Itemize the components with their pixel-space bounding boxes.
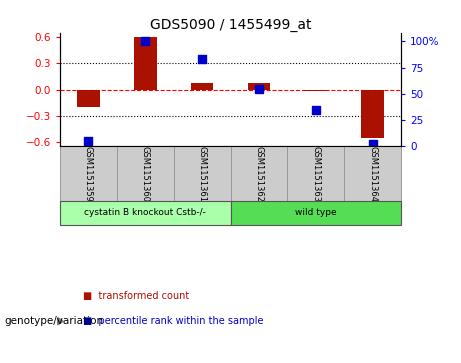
Bar	[304, 90, 327, 91]
Bar	[230, 201, 401, 225]
Text: GSM1151360: GSM1151360	[141, 146, 150, 201]
Point	[369, 142, 376, 147]
Text: ■  percentile rank within the sample: ■ percentile rank within the sample	[83, 316, 264, 326]
Bar	[361, 90, 384, 138]
Bar	[191, 82, 213, 90]
Title: GDS5090 / 1455499_at: GDS5090 / 1455499_at	[150, 18, 311, 32]
Bar	[174, 147, 230, 201]
Bar	[287, 147, 344, 201]
Point	[255, 86, 263, 91]
Point	[142, 38, 149, 44]
Point	[85, 138, 92, 144]
Bar	[248, 83, 270, 90]
Point	[312, 107, 319, 113]
Text: GSM1151359: GSM1151359	[84, 146, 93, 201]
Point	[198, 56, 206, 62]
Text: wild type: wild type	[295, 208, 337, 217]
Text: ■  transformed count: ■ transformed count	[83, 291, 189, 301]
Bar	[77, 90, 100, 107]
Bar	[60, 201, 230, 225]
Text: genotype/variation: genotype/variation	[5, 316, 104, 326]
Bar	[134, 37, 157, 90]
Bar	[117, 147, 174, 201]
Text: GSM1151364: GSM1151364	[368, 146, 377, 201]
Bar	[344, 147, 401, 201]
Text: GSM1151362: GSM1151362	[254, 146, 263, 201]
Text: GSM1151361: GSM1151361	[198, 146, 207, 201]
Text: GSM1151363: GSM1151363	[311, 146, 320, 201]
Text: cystatin B knockout Cstb-/-: cystatin B knockout Cstb-/-	[84, 208, 206, 217]
Bar	[230, 147, 287, 201]
Bar	[60, 147, 117, 201]
